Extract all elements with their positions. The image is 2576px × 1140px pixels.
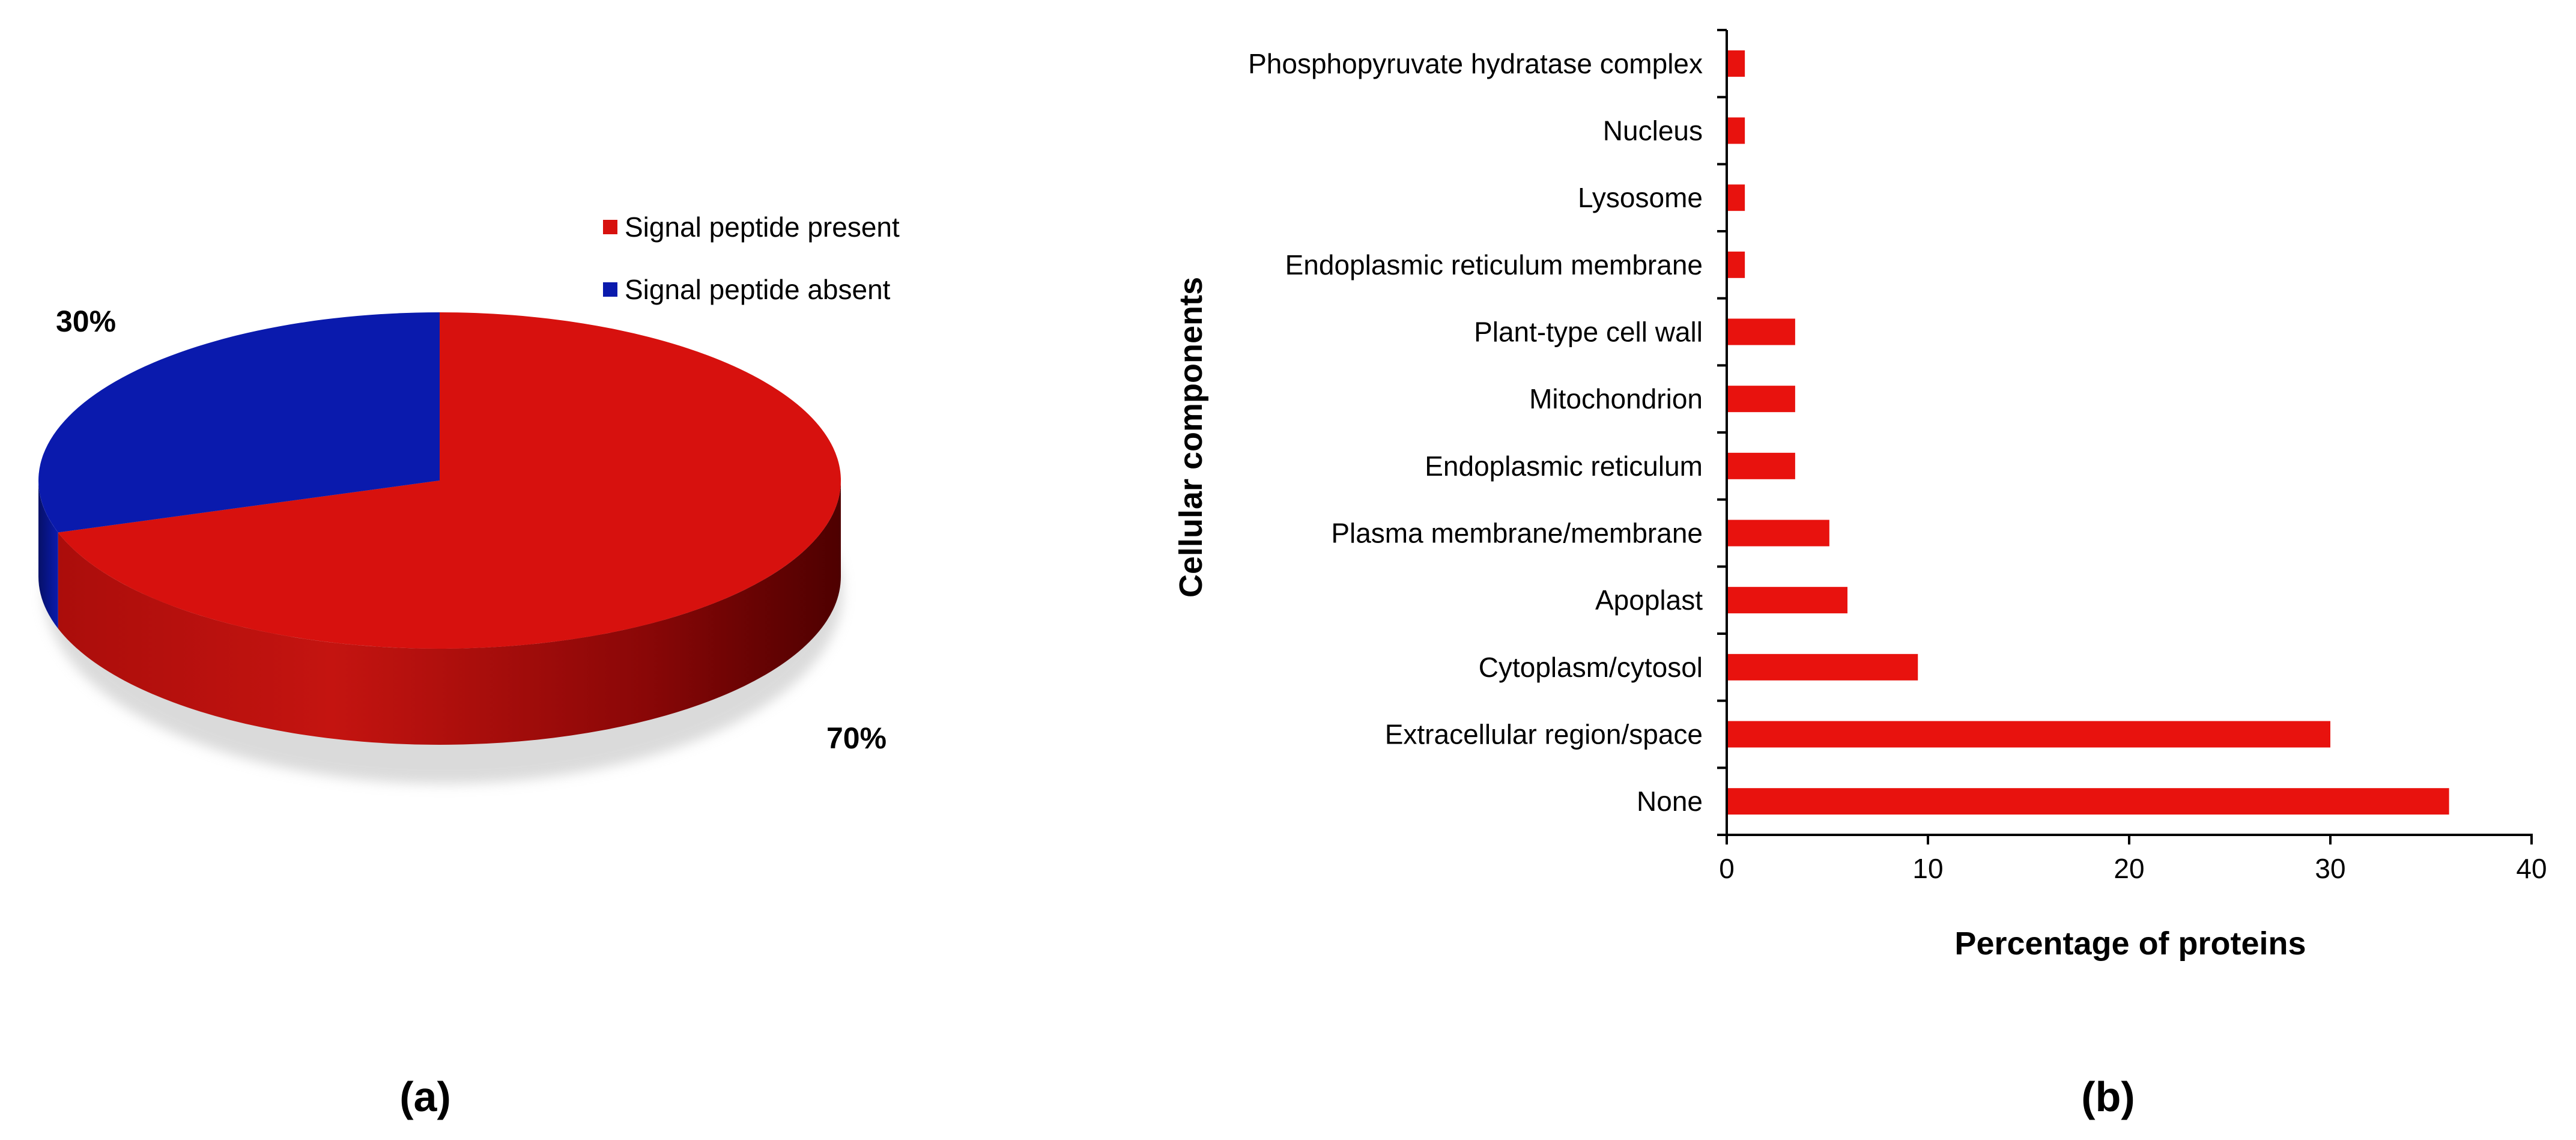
pie-slice-signal-present [58, 312, 841, 649]
bar-nucleus [1727, 117, 1745, 144]
x-axis-title: Percentage of proteins [1954, 926, 2306, 962]
bar-lysosome [1727, 184, 1745, 211]
category-label-endoplasmic-reticulum: Endoplasmic reticulum [1425, 450, 1703, 482]
legend-label-signal-absent: Signal peptide absent [625, 274, 891, 305]
pie-slice-side-signal-absent [38, 481, 58, 629]
category-label-endoplasmic-reticulum-membrane: Endoplasmic reticulum membrane [1285, 249, 1703, 280]
category-label-nucleus: Nucleus [1603, 115, 1703, 147]
y-axis-ticks [1717, 29, 1727, 836]
pie-legend: Signal peptide present Signal peptide ab… [603, 211, 900, 305]
bar-series [1727, 50, 2449, 815]
pie-slice-side-signal-present [58, 481, 841, 745]
category-label-apoplast: Apoplast [1595, 584, 1703, 616]
pie-slice-signal-absent [38, 312, 440, 533]
bar-phosphopyruvate-hydratase-complex [1727, 50, 1745, 77]
pie-label-signal-present: 70% [826, 721, 886, 755]
category-label-plasma-membrane-membrane: Plasma membrane/membrane [1331, 518, 1703, 549]
legend-swatch-signal-present [603, 220, 617, 234]
y-axis-title: Cellular components [1173, 277, 1209, 598]
category-labels: None Extracellular region/space Cytoplasm/… [1248, 48, 1703, 817]
bar-endoplasmic-reticulum [1727, 452, 1795, 479]
category-label-cytoplasm-cytosol: Cytoplasm/cytosol [1479, 652, 1703, 683]
category-label-none: None [1637, 786, 1703, 817]
panel-label-b: (b) [2081, 1073, 2135, 1120]
x-tick-label-40: 40 [2516, 853, 2547, 884]
bar-plasma-membrane-membrane [1727, 520, 1829, 547]
bar-extracellular-region-space [1727, 721, 2330, 748]
bar-cytoplasm-cytosol [1727, 653, 1918, 681]
x-tick-label-20: 20 [2114, 853, 2144, 884]
legend-swatch-signal-absent [603, 282, 617, 297]
pie-chart: 30% 70% [38, 305, 886, 784]
bar-none [1727, 788, 2449, 815]
bar-plant-type-cell-wall [1727, 318, 1795, 345]
x-tick-label-10: 10 [1912, 853, 1943, 884]
legend-label-signal-present: Signal peptide present [625, 211, 900, 243]
x-tick-label-30: 30 [2315, 853, 2345, 884]
bar-chart: None Extracellular region/space Cytoplasm/… [1173, 29, 2547, 962]
category-label-phosphopyruvate-hydratase-complex: Phosphopyruvate hydratase complex [1248, 48, 1703, 79]
category-label-mitochondrion: Mitochondrion [1529, 383, 1703, 414]
x-axis-ticks: 0 10 20 30 40 [1719, 835, 2547, 884]
category-label-plant-type-cell-wall: Plant-type cell wall [1474, 317, 1703, 348]
panel-label-a: (a) [399, 1073, 451, 1120]
bar-mitochondrion [1727, 386, 1795, 413]
bar-endoplasmic-reticulum-membrane [1727, 251, 1745, 278]
x-tick-label-0: 0 [1719, 853, 1735, 884]
pie-label-signal-absent: 30% [56, 305, 116, 338]
bar-apoplast [1727, 587, 1847, 614]
category-label-extracellular-region-space: Extracellular region/space [1385, 719, 1703, 750]
category-label-lysosome: Lysosome [1578, 182, 1703, 213]
